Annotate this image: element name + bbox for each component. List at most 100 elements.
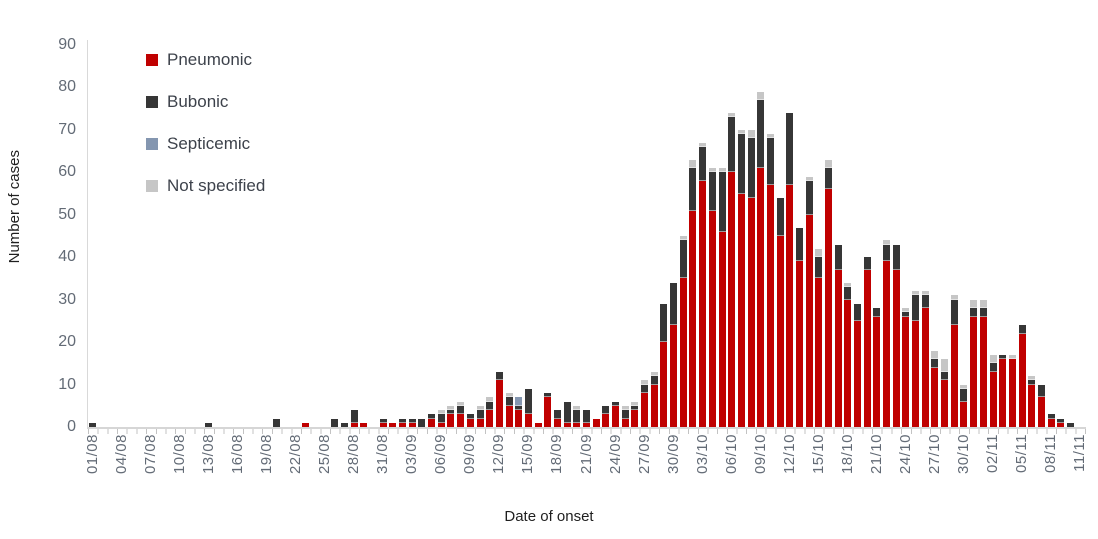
segment-bubonic [447, 410, 455, 415]
segment-bubonic [1028, 380, 1036, 385]
x-tick-label: 21/09 [577, 434, 595, 475]
segment-not_specified [921, 291, 929, 296]
segment-bubonic [612, 401, 620, 406]
bar-29/09 [659, 303, 669, 427]
segment-bubonic [737, 134, 745, 194]
x-tick-label: 27/09 [635, 434, 653, 475]
segment-not_specified [641, 380, 649, 385]
segment-pneumonic [466, 418, 474, 427]
x-tick-label: 08/11 [1042, 434, 1060, 473]
segment-not_specified [815, 248, 823, 258]
segment-bubonic [641, 384, 649, 394]
segment-not_specified [486, 397, 494, 402]
segment-pneumonic [844, 299, 852, 427]
segment-bubonic [699, 146, 707, 181]
x-tick-label: 03/09 [403, 434, 421, 475]
segment-pneumonic [854, 320, 862, 427]
bar-01/08 [88, 422, 98, 427]
bar-28/10 [940, 359, 950, 427]
legend-item-septicemic: Septicemic [146, 132, 265, 156]
bar-06/11 [1027, 376, 1037, 427]
x-tick-label: 01/08 [83, 434, 101, 475]
segment-bubonic [602, 405, 610, 415]
segment-bubonic [524, 388, 532, 415]
bar-12/09 [495, 371, 505, 427]
bar-24/10 [901, 308, 911, 427]
segment-bubonic [457, 405, 465, 415]
x-tick-label: 06/10 [722, 434, 740, 475]
x-tick-label: 13/08 [199, 434, 217, 475]
y-tick-label: 90 [58, 36, 76, 53]
segment-not_specified [757, 91, 765, 101]
segment-bubonic [331, 418, 339, 427]
segment-pneumonic [1008, 359, 1016, 427]
bar-07/09 [446, 405, 456, 427]
segment-pneumonic [873, 316, 881, 427]
segment-pneumonic [1047, 418, 1055, 427]
bar-24/09 [611, 401, 621, 427]
segment-pneumonic [902, 316, 910, 427]
bar-06/10 [727, 112, 737, 427]
segment-bubonic [408, 418, 416, 423]
segment-bubonic [1057, 418, 1065, 423]
segment-bubonic [205, 422, 213, 427]
segment-not_specified [979, 299, 987, 309]
segment-bubonic [553, 410, 561, 419]
bar-18/10 [843, 282, 853, 427]
segment-bubonic [912, 295, 920, 321]
bar-22/09 [591, 418, 601, 427]
bar-23/10 [891, 244, 901, 427]
segment-pneumonic [786, 185, 794, 427]
segment-pneumonic [486, 410, 494, 427]
bar-28/08 [349, 410, 359, 427]
x-tick-label: 10/08 [170, 434, 188, 475]
bar-08/10 [746, 129, 756, 427]
x-tick-label: 28/08 [345, 434, 363, 475]
bar-04/10 [707, 168, 717, 427]
bar-22/10 [882, 240, 892, 427]
x-tick-label: 11/11 [1071, 434, 1089, 472]
x-tick-label: 18/10 [838, 434, 856, 475]
bar-25/09 [620, 405, 630, 427]
bar-03/11 [998, 354, 1008, 427]
segment-bubonic [931, 359, 939, 368]
bar-07/10 [737, 129, 747, 427]
x-tick-label: 30/10 [955, 434, 972, 475]
segment-bubonic [844, 286, 852, 300]
segment-bubonic [437, 414, 445, 423]
segment-pneumonic [1018, 333, 1026, 427]
bar-03/09 [407, 418, 417, 427]
segment-not_specified [621, 405, 629, 411]
x-tick-label: 06/09 [432, 434, 450, 475]
segment-pneumonic [941, 380, 949, 427]
bar-29/10 [949, 295, 959, 427]
legend-label: Bubonic [167, 92, 229, 111]
x-tick-label: 27/10 [925, 434, 943, 475]
segment-pneumonic [892, 269, 900, 427]
segment-bubonic [563, 401, 571, 423]
segment-pneumonic [679, 278, 687, 427]
segment-bubonic [1018, 325, 1026, 334]
bar-30/09 [669, 282, 679, 427]
bar-13/08 [204, 422, 214, 427]
segment-pneumonic [379, 422, 387, 427]
segment-septicemic [515, 397, 523, 406]
segment-pneumonic [505, 405, 513, 427]
segment-bubonic [921, 295, 929, 309]
segment-not_specified [476, 405, 484, 411]
bar-07/11 [1037, 384, 1047, 427]
segment-bubonic [350, 410, 358, 423]
bar-10/09 [475, 405, 485, 427]
x-tick-label: 09/09 [461, 434, 479, 475]
bar-09/09 [466, 414, 476, 427]
segment-bubonic [573, 410, 581, 423]
bar-29/08 [359, 422, 369, 427]
segment-bubonic [486, 401, 494, 411]
segment-not_specified [989, 354, 997, 364]
bar-10/11 [1066, 422, 1076, 427]
segment-bubonic [824, 168, 832, 190]
bar-02/10 [688, 159, 698, 427]
segment-pneumonic [544, 397, 552, 427]
y-axis-line [87, 40, 88, 429]
